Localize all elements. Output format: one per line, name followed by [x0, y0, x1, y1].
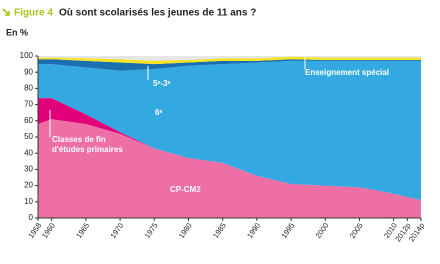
- y-axis-label: En %: [6, 27, 28, 37]
- area: [38, 119, 421, 218]
- figure-label: Figure 4: [14, 8, 53, 19]
- area: [38, 59, 421, 71]
- x-tick-label: 1975: [143, 221, 160, 240]
- y-tick-label: 10: [24, 197, 33, 206]
- x-tick-label: 1990: [245, 221, 262, 240]
- area: [38, 56, 421, 65]
- y-tick-label: 0: [29, 213, 34, 222]
- y-tick-label: 90: [24, 67, 33, 76]
- y-tick-label: 20: [24, 181, 33, 190]
- x-tick-label: 2000: [314, 221, 331, 240]
- x-tick-label: 1965: [74, 221, 91, 240]
- y-tick-label: 50: [24, 132, 33, 141]
- series-label: 6ᵉ: [155, 108, 163, 117]
- y-tick-label: 60: [24, 116, 33, 125]
- y-tick-label: 80: [24, 84, 33, 93]
- x-tick-label: 1985: [211, 221, 228, 240]
- y-tick-label: 30: [24, 165, 33, 174]
- series-label: Classes de fin d'études primaires: [52, 135, 123, 154]
- area: [38, 60, 421, 201]
- x-tick-label: 1995: [279, 221, 296, 240]
- series-label: CP-CM2: [170, 185, 201, 194]
- title-icon: [2, 8, 10, 16]
- x-tick-label: 1980: [177, 221, 194, 240]
- x-tick-label: 1958: [26, 221, 43, 240]
- series-label: Enseignement spécial: [305, 68, 390, 77]
- x-tick-label: 2005: [348, 221, 365, 240]
- y-tick-label: 100: [20, 51, 34, 60]
- x-tick-label: 1960: [40, 221, 57, 240]
- chart-title: Où sont scolarisés les jeunes de 11 ans …: [59, 8, 256, 19]
- y-tick-label: 40: [24, 148, 33, 157]
- series-label: 5ᵉ-3ᵉ: [153, 79, 171, 88]
- y-tick-label: 70: [24, 100, 33, 109]
- x-tick-label: 1970: [108, 221, 125, 240]
